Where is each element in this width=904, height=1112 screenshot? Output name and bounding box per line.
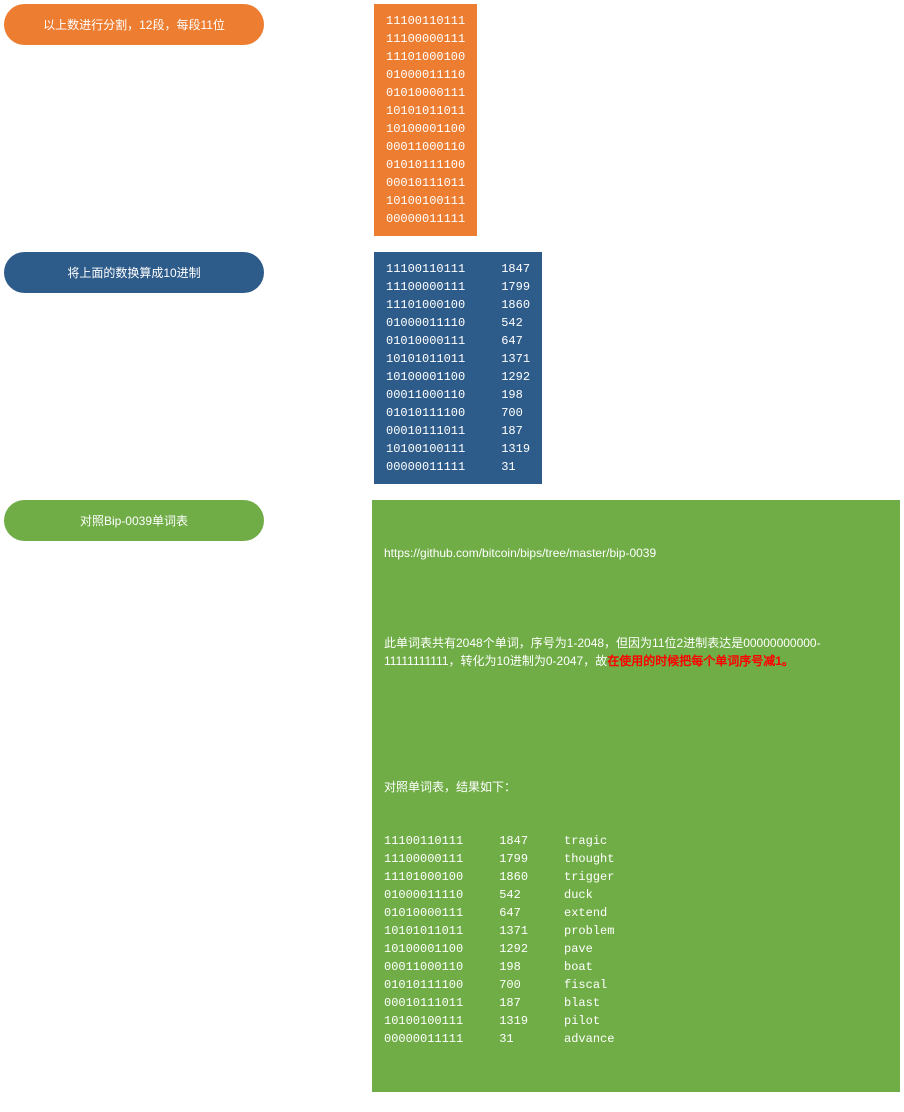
bip39-description: 此单词表共有2048个单词，序号为1-2048，但因为11位2进制表达是0000…: [384, 634, 888, 670]
result-header: 对照单词表，结果如下：: [384, 778, 888, 796]
step3-wordlist-box: https://github.com/bitcoin/bips/tree/mas…: [372, 500, 900, 1092]
step3-row: 对照Bip-0039单词表 https://github.com/bitcoin…: [4, 500, 900, 1092]
step2-decimal-box: 11100110111 1847 11100000111 1799 111010…: [374, 252, 542, 484]
step1-binary-box: 11100110111 11100000111 11101000100 0100…: [374, 4, 477, 236]
word-table: 11100110111 1847 tragic 11100000111 1799…: [384, 832, 888, 1048]
step1-row: 以上数进行分割，12段，每段11位 11100110111 1110000011…: [4, 4, 900, 236]
step2-row: 将上面的数换算成10进制 11100110111 1847 1110000011…: [4, 252, 900, 484]
step3-label: 对照Bip-0039单词表: [4, 500, 264, 541]
step2-label: 将上面的数换算成10进制: [4, 252, 264, 293]
bip39-url: https://github.com/bitcoin/bips/tree/mas…: [384, 544, 888, 562]
desc-highlight: 在使用的时候把每个单词序号减1。: [607, 654, 794, 668]
step1-label: 以上数进行分割，12段，每段11位: [4, 4, 264, 45]
